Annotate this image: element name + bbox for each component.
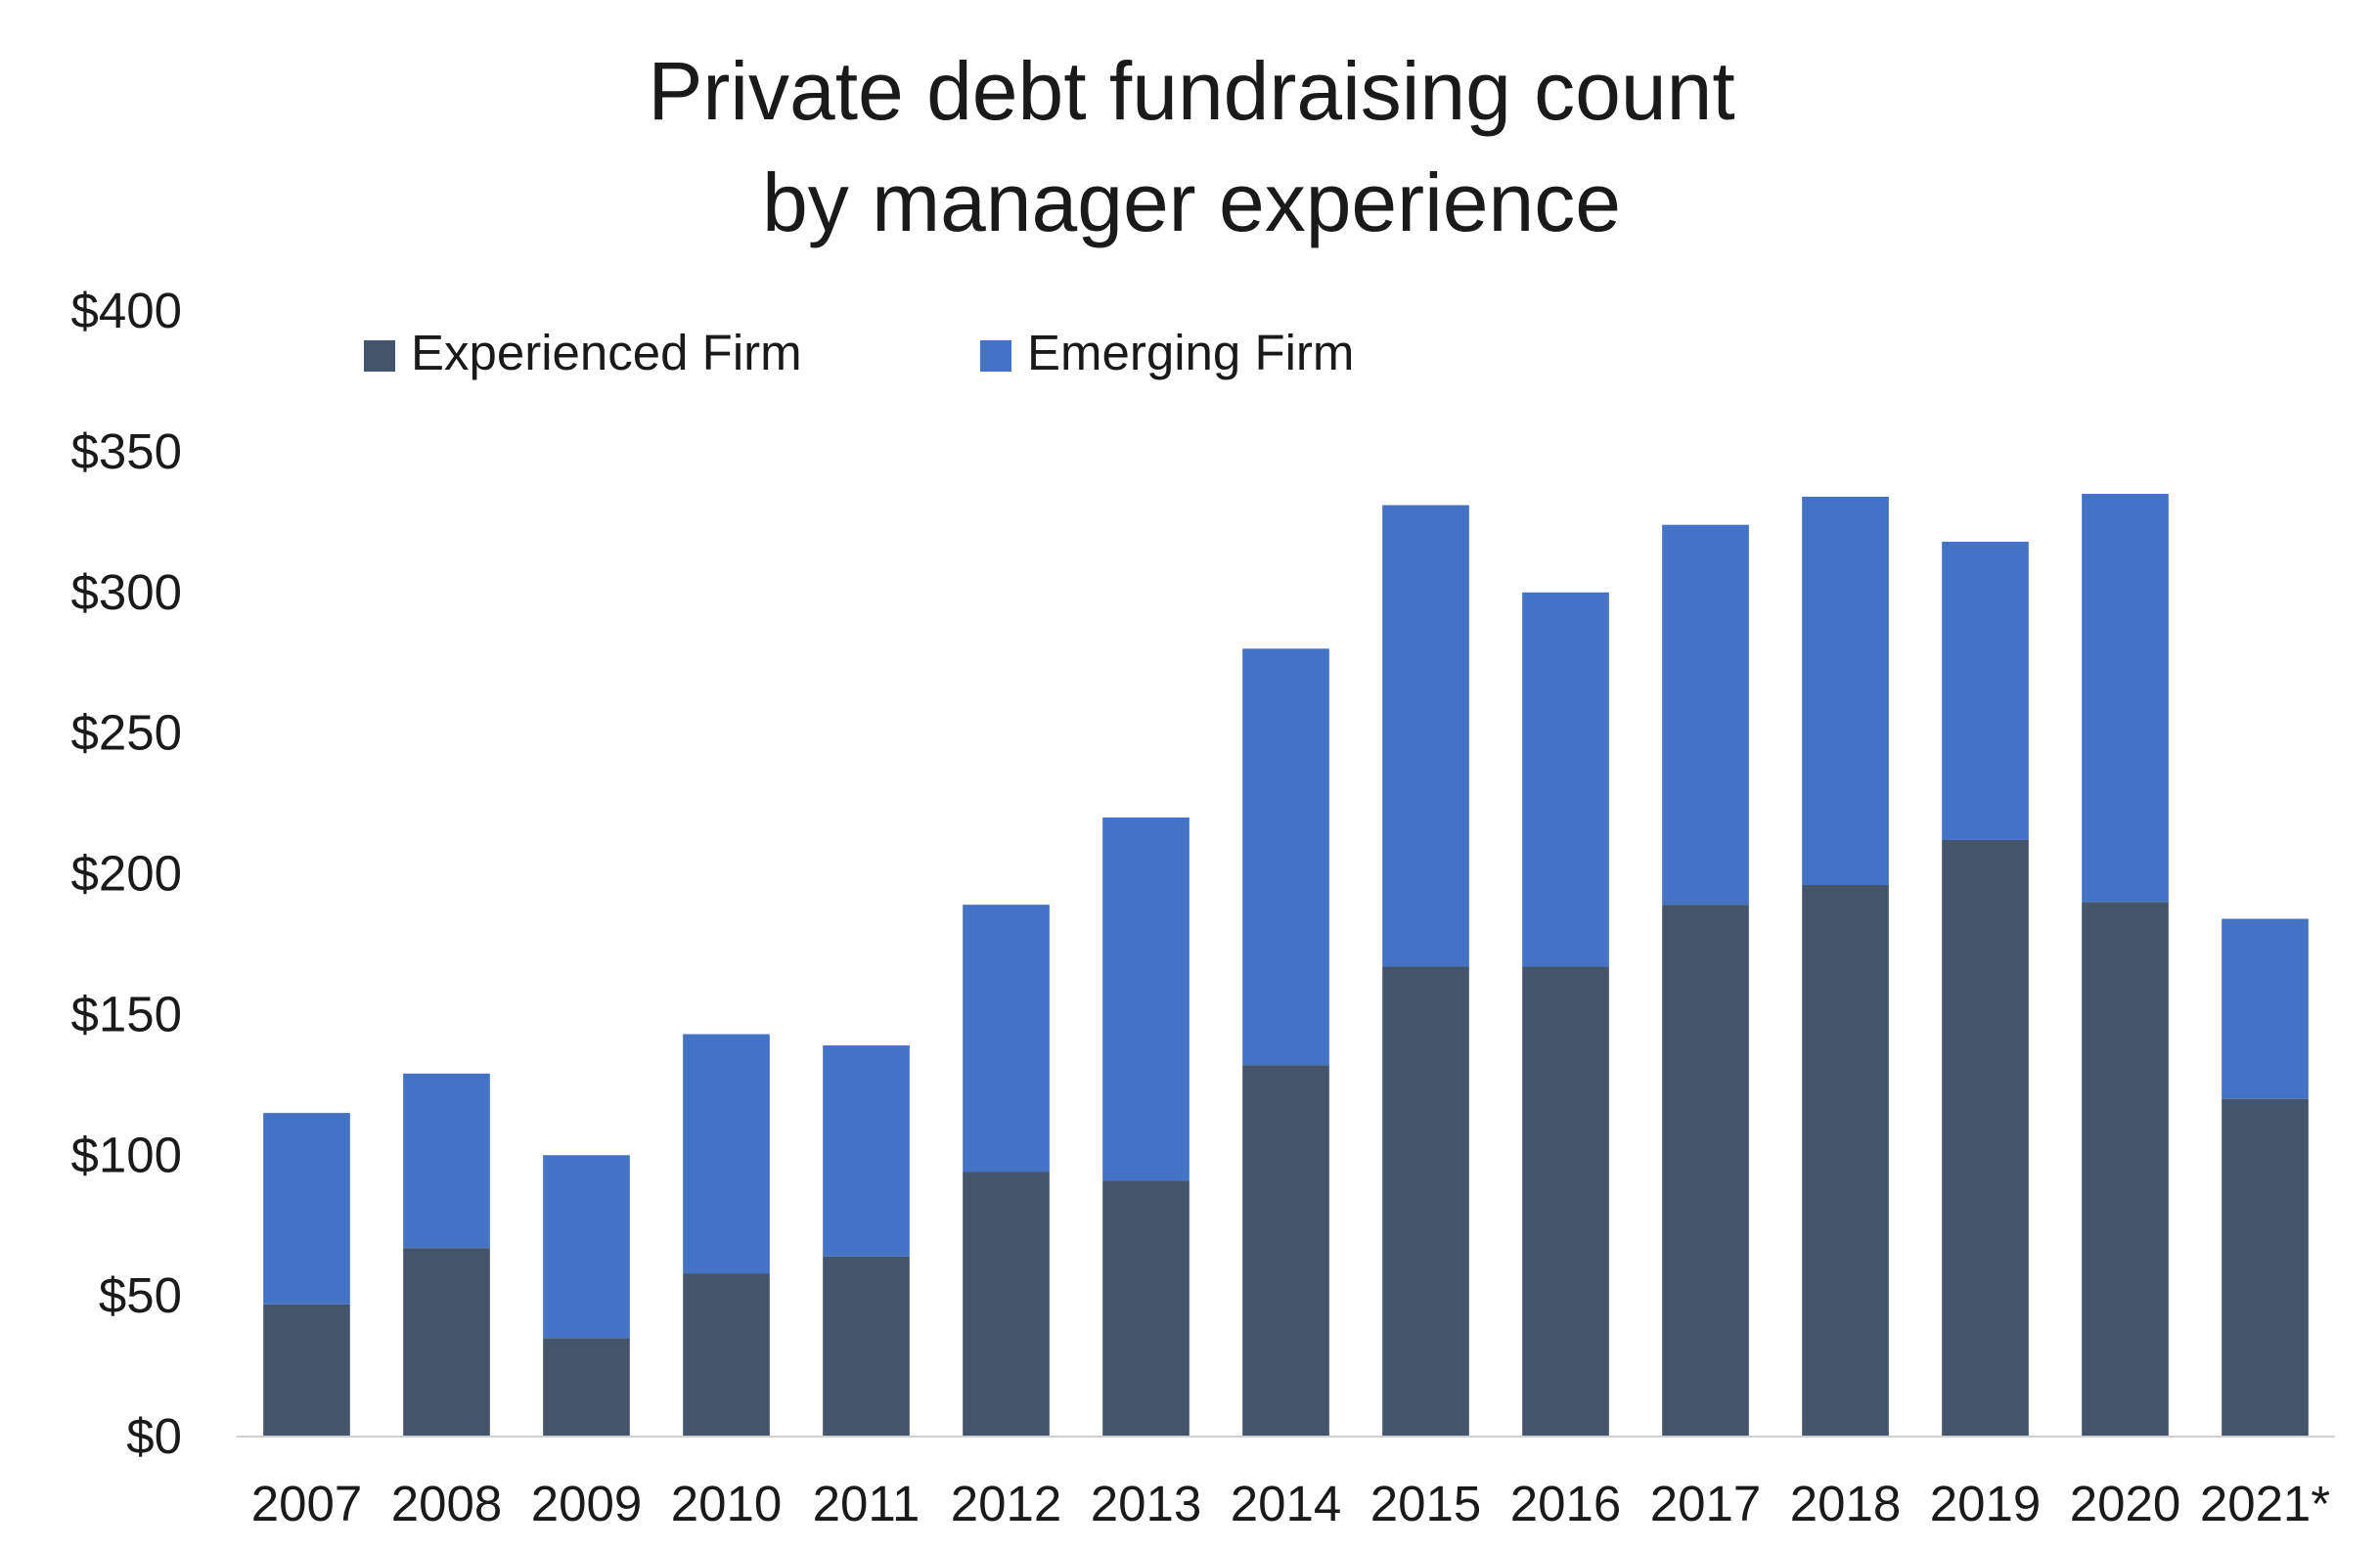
bar-emerging-2014 [1242, 648, 1329, 1066]
x-tick-label: 2015 [1370, 1476, 1481, 1531]
y-tick-label: $150 [71, 986, 182, 1041]
bar-emerging-2019 [1942, 541, 2029, 840]
chart-title-line-2: by manager experience [762, 156, 1621, 248]
x-axis: 2007 2008 2009 2010 2011 2012 2013 2014 2015 2016… [251, 1476, 2331, 1531]
bar-emerging-2013 [1102, 817, 1190, 1181]
x-tick-label: 2013 [1091, 1476, 1201, 1531]
x-tick-label: 2017 [1650, 1476, 1761, 1531]
y-tick-label: $400 [71, 283, 182, 338]
bar-experienced-2008 [403, 1248, 490, 1437]
x-tick-label: 2020 [2070, 1476, 2180, 1531]
bar-emerging-2007 [263, 1113, 350, 1305]
y-tick-label: $50 [99, 1267, 182, 1323]
bars [263, 494, 2309, 1437]
y-axis: $0 $50 $100 $150 $200 $250 $300 $350 $400 [71, 283, 182, 1464]
legend-swatch-emerging [980, 340, 1011, 372]
bar-emerging-2017 [1662, 524, 1749, 906]
y-tick-label: $350 [71, 423, 182, 479]
bar-emerging-2018 [1802, 496, 1889, 886]
bar-emerging-2009 [543, 1155, 630, 1339]
bar-emerging-2016 [1522, 592, 1609, 967]
bar-experienced-2017 [1662, 905, 1749, 1437]
y-tick-label: $300 [71, 564, 182, 620]
y-tick-label: $200 [71, 846, 182, 902]
legend: Experienced Firm Emerging Firm [364, 325, 1354, 380]
bar-experienced-2021 [2222, 1098, 2309, 1437]
y-tick-label: $100 [71, 1127, 182, 1182]
chart-title-line-1: Private debt fundraising count [648, 45, 1734, 137]
legend-label-emerging: Emerging Firm [1027, 325, 1354, 380]
x-tick-label: 2012 [951, 1476, 1061, 1531]
bar-experienced-2007 [263, 1304, 350, 1437]
bar-emerging-2012 [963, 905, 1050, 1173]
bar-experienced-2020 [2082, 902, 2169, 1437]
legend-label-experienced: Experienced Firm [411, 325, 802, 380]
bar-experienced-2013 [1102, 1180, 1190, 1437]
bar-experienced-2010 [683, 1273, 770, 1437]
bar-experienced-2014 [1242, 1065, 1329, 1437]
x-tick-label: 2009 [531, 1476, 642, 1531]
bar-emerging-2010 [683, 1034, 770, 1274]
bar-emerging-2021 [2222, 918, 2309, 1099]
x-tick-label: 2021* [2200, 1476, 2330, 1531]
bar-experienced-2009 [543, 1338, 630, 1437]
bar-experienced-2011 [823, 1256, 910, 1437]
x-tick-label: 2011 [813, 1476, 921, 1531]
legend-swatch-experienced [364, 340, 395, 372]
bar-emerging-2011 [823, 1045, 910, 1257]
bar-emerging-2008 [403, 1073, 490, 1249]
chart-title: Private debt fundraising count by manage… [648, 45, 1734, 248]
y-tick-label: $0 [126, 1408, 182, 1464]
bar-emerging-2020 [2082, 494, 2169, 903]
bar-experienced-2016 [1522, 966, 1609, 1437]
y-tick-label: $250 [71, 705, 182, 761]
x-tick-label: 2018 [1790, 1476, 1901, 1531]
x-tick-label: 2019 [1930, 1476, 2041, 1531]
x-tick-label: 2010 [671, 1476, 782, 1531]
x-tick-label: 2008 [391, 1476, 502, 1531]
x-tick-label: 2014 [1231, 1476, 1341, 1531]
bar-emerging-2015 [1382, 505, 1469, 967]
bar-experienced-2012 [963, 1172, 1050, 1437]
x-tick-label: 2007 [251, 1476, 362, 1531]
x-tick-label: 2016 [1510, 1476, 1621, 1531]
bar-experienced-2019 [1942, 839, 2029, 1437]
bar-experienced-2015 [1382, 966, 1469, 1437]
bar-experienced-2018 [1802, 885, 1889, 1437]
